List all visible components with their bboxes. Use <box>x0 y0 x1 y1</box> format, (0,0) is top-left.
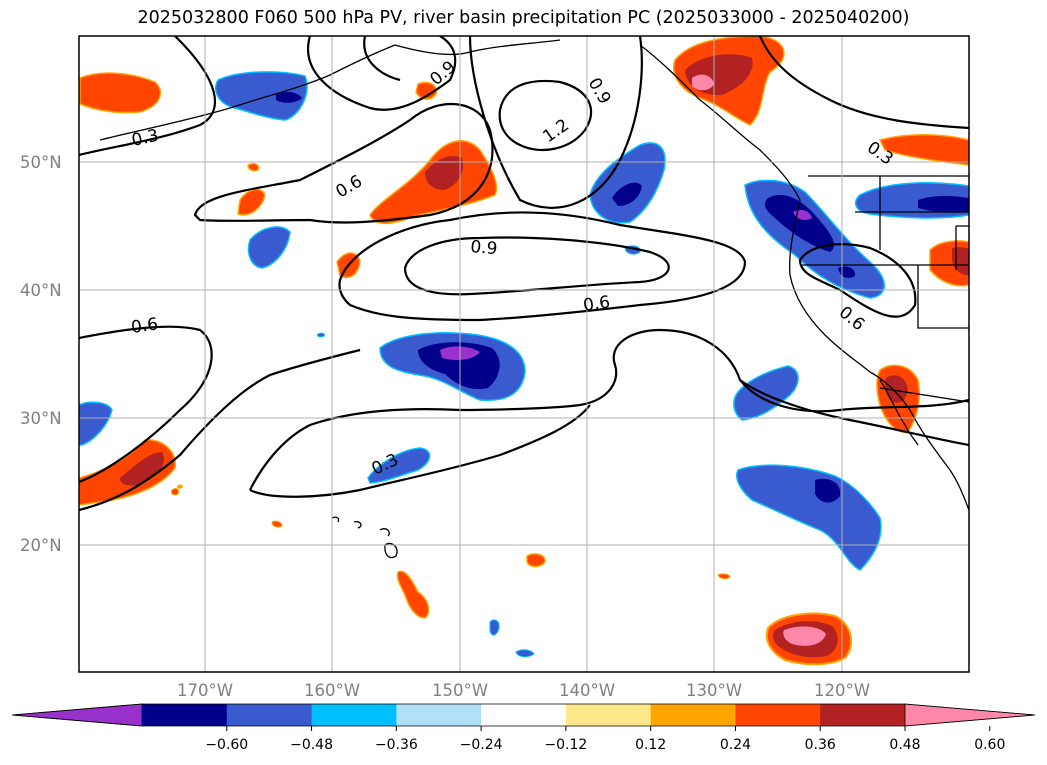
colorbar-tick-label: 0.24 <box>720 737 751 753</box>
colorbar-extend-high <box>904 703 1036 727</box>
lon-label-130w: 130°W <box>686 681 742 700</box>
colorbar-segment <box>650 704 736 726</box>
colorbar-segment <box>481 704 567 726</box>
lat-label-20n: 20°N <box>20 536 62 555</box>
lat-label-50n: 50°N <box>20 153 62 172</box>
colorbar-tick-label: −0.24 <box>460 737 503 753</box>
lon-label-120w: 120°W <box>814 681 870 700</box>
latitude-labels: 50°N 40°N 30°N 20°N <box>20 153 62 555</box>
colorbar-segment <box>565 704 652 726</box>
colorbar <box>11 703 1036 727</box>
colorbar-segment <box>142 704 228 726</box>
contour-label: 0.6 <box>130 314 160 338</box>
colorbar-tick-label: 0.12 <box>635 737 666 753</box>
colorbar-tick-label: −0.60 <box>205 737 248 753</box>
colorbar-segment <box>820 704 906 726</box>
colorbar-tick-label: −0.12 <box>544 737 587 753</box>
contour-label: 0.6 <box>582 292 612 316</box>
colorbar-segment <box>226 704 313 726</box>
lon-label-150w: 150°W <box>432 681 488 700</box>
lat-label-40n: 40°N <box>20 281 62 300</box>
lon-label-140w: 140°W <box>559 681 615 700</box>
colorbar-tick-label: −0.36 <box>375 737 418 753</box>
graticule <box>79 36 969 672</box>
map-title: 2025032800 F060 500 hPa PV, river basin … <box>137 8 910 28</box>
colorbar-tick-label: 0.48 <box>889 737 920 753</box>
colorbar-tick-label: 0.36 <box>805 737 836 753</box>
longitude-labels: 170°W 160°W 150°W 140°W 130°W 120°W <box>177 681 870 700</box>
colorbar-tick-labels: −0.60 −0.48 −0.36 −0.24 −0.12 0.12 0.24 0.36 0.4… <box>205 726 1005 753</box>
map-plot-area <box>79 36 969 672</box>
colorbar-segment <box>311 704 397 726</box>
precip-shading <box>79 36 969 666</box>
lat-label-30n: 30°N <box>20 409 62 428</box>
colorbar-segment <box>735 704 821 726</box>
colorbar-extend-low <box>11 703 143 727</box>
lon-label-160w: 160°W <box>304 681 360 700</box>
colorbar-tick-label: −0.48 <box>290 737 333 753</box>
contour-label: 0.9 <box>470 237 499 259</box>
colorbar-outline <box>11 703 1036 727</box>
coastlines <box>99 39 969 559</box>
map-frame <box>78 35 970 673</box>
colorbar-segment <box>396 704 482 726</box>
lon-label-170w: 170°W <box>177 681 233 700</box>
colorbar-tick-label: 0.60 <box>974 737 1005 753</box>
